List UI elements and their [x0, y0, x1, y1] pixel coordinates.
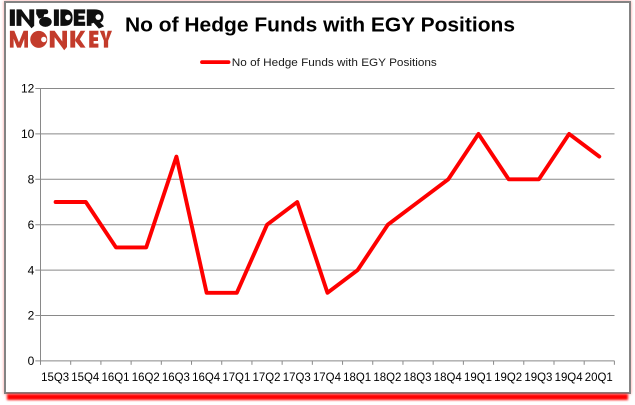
svg-text:8: 8 [28, 173, 35, 187]
svg-text:17Q2: 17Q2 [253, 372, 281, 384]
svg-text:19Q2: 19Q2 [494, 372, 522, 384]
svg-text:No of Hedge Funds with EGY Pos: No of Hedge Funds with EGY Positions [232, 57, 438, 69]
svg-text:18Q4: 18Q4 [434, 372, 463, 384]
svg-text:2: 2 [28, 309, 35, 323]
svg-text:19Q3: 19Q3 [524, 372, 552, 384]
svg-text:17Q1: 17Q1 [222, 372, 250, 384]
svg-text:0: 0 [28, 354, 35, 368]
svg-text:16Q2: 16Q2 [132, 372, 160, 384]
svg-text:16Q3: 16Q3 [162, 372, 190, 384]
svg-text:12: 12 [21, 82, 35, 96]
svg-text:16Q1: 16Q1 [102, 372, 130, 384]
svg-text:6: 6 [28, 218, 35, 232]
svg-text:18Q2: 18Q2 [373, 372, 401, 384]
svg-text:20Q1: 20Q1 [585, 372, 613, 384]
svg-text:No of Hedge Funds with EGY Pos: No of Hedge Funds with EGY Positions [125, 15, 515, 37]
svg-text:17Q4: 17Q4 [313, 372, 342, 384]
svg-text:16Q4: 16Q4 [192, 372, 221, 384]
svg-text:15Q3: 15Q3 [41, 372, 69, 384]
svg-text:19Q1: 19Q1 [464, 372, 492, 384]
svg-text:17Q3: 17Q3 [283, 372, 311, 384]
svg-text:19Q4: 19Q4 [555, 372, 584, 384]
svg-text:15Q4: 15Q4 [71, 372, 100, 384]
svg-text:10: 10 [21, 127, 35, 141]
svg-text:4: 4 [28, 263, 35, 277]
svg-text:18Q1: 18Q1 [343, 372, 371, 384]
svg-text:18Q3: 18Q3 [404, 372, 432, 384]
